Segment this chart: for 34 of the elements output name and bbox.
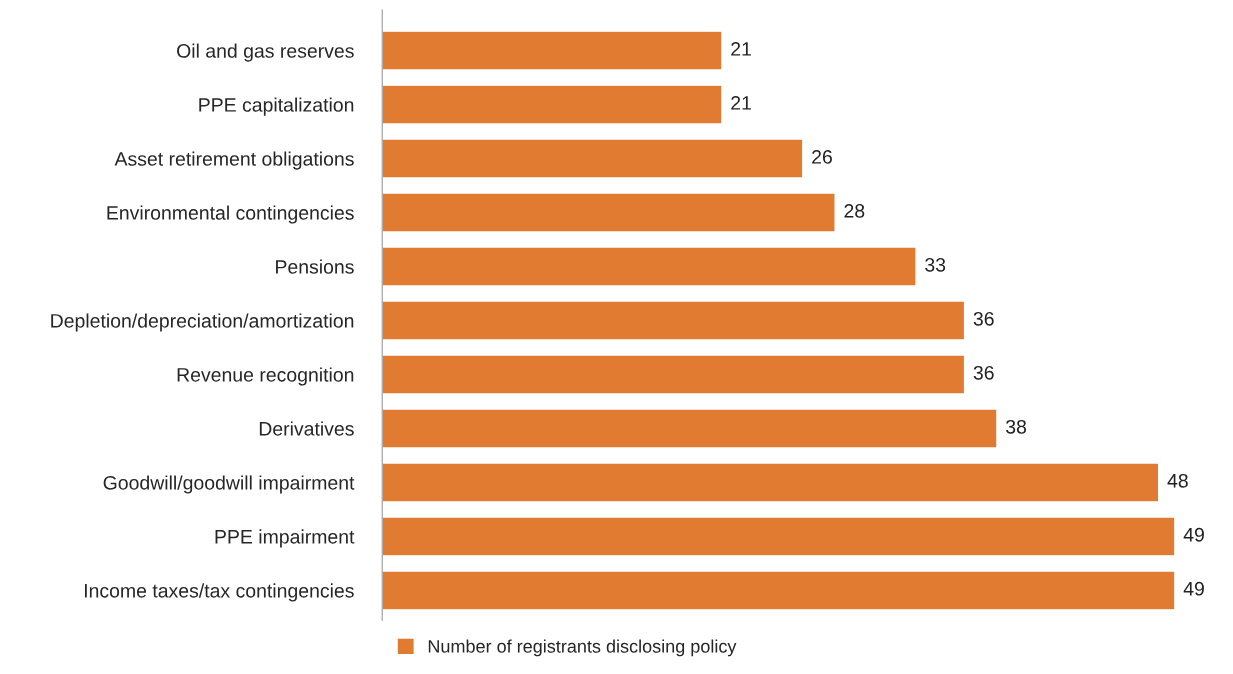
bar (382, 30, 723, 71)
y-tick-label: Pensions (276, 259, 354, 274)
y-tick-label: Goodwill/goodwill impairment (103, 475, 355, 494)
bar (382, 354, 966, 395)
bar (382, 516, 1176, 557)
legend-label: Number of registrants disclosing policy (428, 639, 737, 657)
y-tick-label: Revenue recognition (177, 367, 354, 386)
data-label: 48 (1167, 473, 1188, 488)
bar (382, 570, 1176, 611)
bar (382, 138, 804, 179)
y-tick-label: Environmental contingencies (107, 205, 354, 224)
data-label: 33 (925, 257, 946, 272)
data-label: 36 (973, 311, 994, 326)
data-label: 36 (973, 365, 994, 380)
y-tick-label: PPE capitalization (199, 97, 354, 116)
data-label: 49 (1183, 581, 1204, 596)
y-tick-label: Oil and gas reserves (177, 43, 354, 62)
bar (382, 84, 723, 125)
data-label: 28 (844, 203, 865, 218)
bar (382, 246, 917, 287)
y-tick-label: Derivatives (259, 421, 354, 436)
data-label: 26 (812, 150, 832, 164)
bar (382, 192, 836, 233)
data-label: 21 (731, 96, 751, 110)
bar (382, 462, 1160, 503)
y-tick-label: Asset retirement obligations (114, 151, 354, 170)
y-tick-label: Depletion/depreciation/amortization (51, 313, 354, 332)
y-tick-label: Income taxes/tax contingencies (84, 583, 354, 602)
data-label: 21 (731, 42, 751, 56)
data-label: 38 (1006, 419, 1027, 434)
bar (382, 408, 998, 449)
bar (382, 300, 966, 341)
data-label: 49 (1183, 527, 1204, 542)
y-tick-label: PPE impairment (215, 529, 355, 548)
